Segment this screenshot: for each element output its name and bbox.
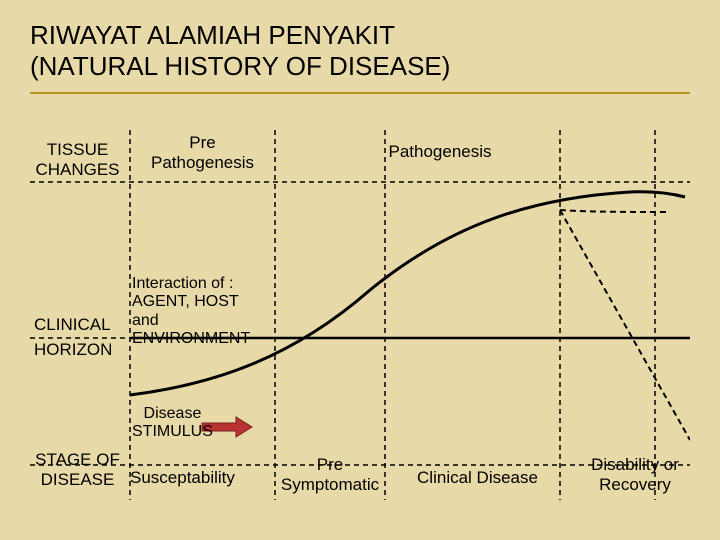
row-label-horizon: HORIZON — [30, 340, 125, 360]
interaction-line-2: AGENT, HOST — [132, 293, 239, 310]
interaction-line-4: ENVIRONMENT — [132, 330, 250, 347]
phase-pre-pathogenesis: Pre Pathogenesis — [135, 133, 270, 172]
disease-history-diagram: TISSUE CHANGES CLINICAL HORIZON STAGE OF… — [30, 130, 690, 520]
stage-pre-symp-2: Symptomatic — [281, 475, 379, 494]
stage-pre-symp-1: Pre — [317, 455, 343, 474]
stage-disrec-1: Disability or — [591, 455, 679, 474]
row-label-tissue-changes: TISSUE CHANGES — [30, 140, 125, 179]
phase-pre-text-1: Pre — [189, 133, 215, 152]
interaction-line-1: Interaction of : — [132, 275, 233, 292]
stimulus-line-2: STIMULUS — [132, 423, 213, 440]
title-line-2: (NATURAL HISTORY OF DISEASE) — [30, 51, 450, 81]
stage-disrec-2: Recovery — [599, 475, 671, 494]
row-label-stage-of-disease: STAGE OF DISEASE — [30, 450, 125, 489]
interaction-text: Interaction of : AGENT, HOST and ENVIRON… — [132, 275, 250, 349]
stage-pre-symptomatic: Pre Symptomatic — [270, 455, 390, 494]
title-line-1: RIWAYAT ALAMIAH PENYAKIT — [30, 20, 395, 50]
stage-clinical-disease: Clinical Disease — [400, 468, 555, 488]
row-label-clinical: CLINICAL — [30, 315, 125, 335]
phase-pre-text-2: Pathogenesis — [151, 153, 254, 172]
stage-susceptability: Susceptability — [130, 468, 270, 488]
stimulus-line-1: Disease — [144, 405, 202, 422]
stage-disability-recovery: Disability or Recovery — [580, 455, 690, 494]
title-underline — [30, 92, 690, 94]
interaction-line-3: and — [132, 312, 159, 329]
phase-pathogenesis: Pathogenesis — [350, 142, 530, 162]
slide: RIWAYAT ALAMIAH PENYAKIT (NATURAL HISTOR… — [0, 0, 720, 540]
slide-title: RIWAYAT ALAMIAH PENYAKIT (NATURAL HISTOR… — [30, 20, 690, 82]
stimulus-label: Disease STIMULUS — [132, 405, 213, 442]
